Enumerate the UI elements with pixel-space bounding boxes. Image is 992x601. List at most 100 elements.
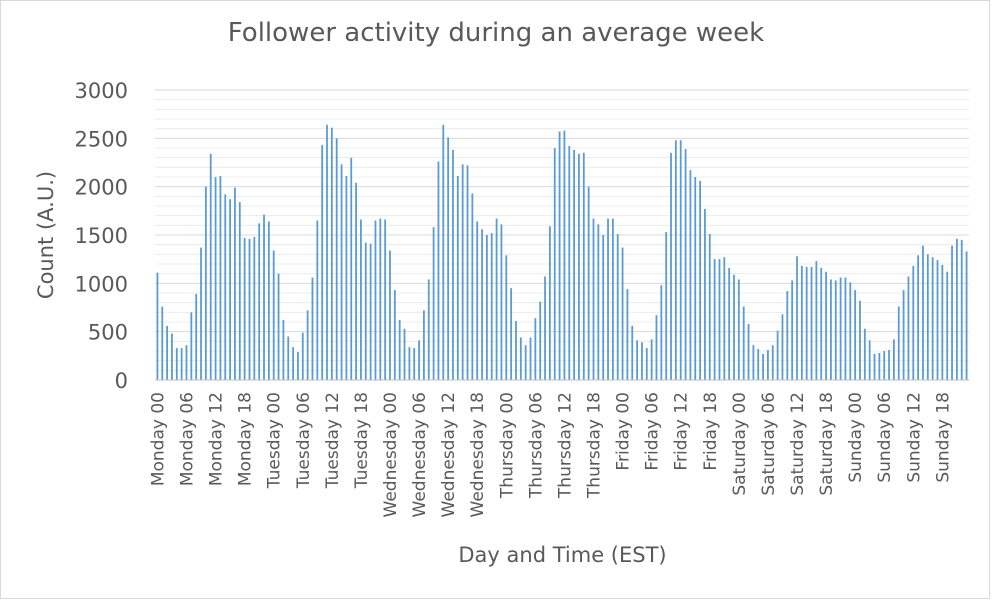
bar: [369, 243, 372, 380]
bar: [175, 348, 178, 380]
bar: [902, 290, 905, 380]
bar: [592, 218, 595, 380]
bar: [292, 347, 294, 380]
bar: [762, 353, 764, 380]
bar: [461, 164, 464, 380]
bar: [941, 264, 944, 380]
x-tick-label: Monday 06: [178, 392, 198, 486]
bar: [505, 255, 508, 380]
bar: [345, 176, 348, 380]
bar: [180, 348, 183, 380]
bar: [825, 271, 827, 380]
bar: [844, 277, 847, 380]
y-tick-label: 2500: [75, 127, 128, 151]
x-tick-label: Wednesday 00: [381, 392, 401, 517]
bar: [229, 199, 231, 380]
y-tick-label: 0: [115, 369, 128, 393]
bar: [582, 152, 585, 380]
x-tick-label: Wednesday 06: [410, 392, 430, 517]
bar: [922, 245, 924, 380]
bar: [267, 221, 270, 380]
bar: [757, 349, 760, 380]
bar: [408, 347, 411, 380]
bar: [413, 348, 416, 380]
bar: [171, 333, 173, 380]
bar: [316, 220, 319, 380]
bar: [510, 288, 513, 380]
bar: [495, 218, 498, 380]
bar: [607, 218, 609, 380]
bar: [767, 350, 769, 380]
bar: [389, 250, 391, 380]
bar: [641, 342, 643, 380]
bar: [364, 242, 367, 380]
x-tick-label: Sunday 00: [846, 392, 866, 483]
bar: [679, 140, 682, 380]
bar: [238, 202, 241, 380]
bar: [156, 272, 159, 380]
bar: [355, 182, 357, 380]
bar: [689, 170, 692, 380]
bar: [965, 251, 968, 380]
bar: [863, 328, 866, 380]
bar: [486, 235, 488, 380]
bar: [830, 279, 832, 380]
x-tick-label: Saturday 06: [759, 392, 779, 496]
y-tick-label: 3000: [75, 79, 128, 103]
bar: [166, 325, 169, 380]
bar: [214, 177, 217, 380]
bar: [272, 250, 275, 380]
bar: [621, 247, 624, 380]
bar: [432, 227, 435, 380]
x-tick-label: Saturday 18: [817, 392, 837, 496]
bar: [471, 193, 474, 380]
x-tick-label: Thursday 00: [497, 392, 517, 499]
bar: [636, 340, 638, 380]
bar: [258, 223, 261, 380]
bar: [529, 337, 532, 380]
x-tick-label: Sunday 06: [875, 392, 895, 483]
bar: [476, 221, 479, 380]
x-tick-label: Friday 06: [643, 392, 663, 471]
bar: [742, 306, 745, 380]
bar: [931, 257, 934, 380]
bar: [219, 176, 222, 380]
bar: [737, 279, 740, 380]
gridlines: [155, 89, 969, 371]
x-tick-label: Friday 12: [672, 392, 692, 471]
bar: [515, 321, 517, 380]
bar: [917, 255, 920, 380]
bar: [185, 345, 188, 380]
bar: [631, 325, 634, 380]
bar: [815, 261, 818, 380]
bar: [277, 273, 280, 380]
bar: [456, 176, 459, 380]
x-tick-label: Tuesday 00: [265, 392, 285, 489]
bar: [374, 220, 377, 380]
bar: [253, 236, 256, 380]
bar: [587, 186, 590, 380]
bar: [326, 124, 328, 380]
bar: [655, 315, 658, 380]
x-tick-label: Friday 00: [614, 392, 634, 471]
x-axis-title: Day and Time (EST): [458, 543, 667, 567]
bar: [544, 276, 546, 380]
bar: [883, 351, 886, 380]
bar: [161, 306, 164, 380]
bar: [834, 280, 837, 380]
bar: [723, 257, 726, 380]
x-tick-label: Thursday 18: [585, 392, 605, 499]
bar: [810, 266, 813, 380]
bar: [437, 161, 440, 380]
x-tick-label: Saturday 12: [788, 392, 808, 496]
bar: [868, 340, 871, 380]
bar: [403, 328, 406, 380]
bar: [747, 323, 750, 380]
bar: [611, 218, 614, 380]
bar: [200, 247, 202, 380]
bar: [481, 229, 483, 380]
bar: [548, 226, 551, 380]
bar: [243, 237, 246, 380]
bar: [340, 164, 343, 380]
bar: [713, 259, 716, 380]
